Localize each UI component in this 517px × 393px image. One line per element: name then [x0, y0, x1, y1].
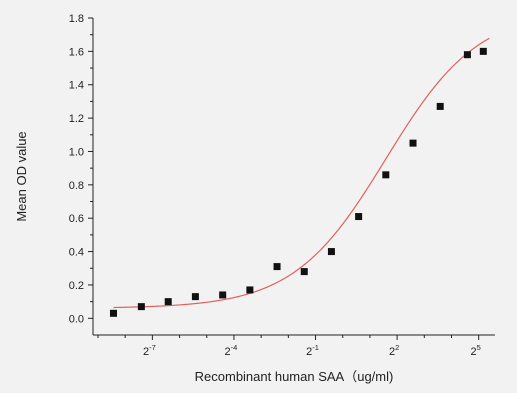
y-tick-label: 0.0 [69, 313, 84, 325]
data-point [246, 286, 254, 294]
data-point [327, 248, 335, 256]
data-point [164, 298, 172, 306]
data-point [300, 268, 308, 276]
x-axis-title: Recombinant human SAA（ug/ml) [195, 369, 394, 384]
y-tick-label: 1.2 [69, 113, 84, 125]
y-tick-label: 1.8 [69, 13, 84, 25]
x-tick-label: 2-1 [306, 343, 319, 358]
y-tick-label: 0.8 [69, 180, 84, 192]
data-point [436, 102, 444, 110]
y-axis-title: Mean OD value [14, 131, 29, 221]
y-tick-label: 1.4 [69, 80, 84, 92]
data-point [382, 171, 390, 179]
data-points [109, 47, 487, 317]
axes [92, 18, 495, 336]
fit-curve-group [113, 37, 490, 309]
y-tick-label: 1.0 [69, 146, 84, 158]
ticks: 0.0 0.2 0.4 0.6 0.8 1.0 1.2 1.4 1.6 1.8 2-7 2-4 2-1 2… [69, 13, 481, 358]
fit-curve [113, 37, 490, 309]
data-point [355, 213, 363, 221]
x-tick-label: 2-4 [225, 343, 238, 358]
y-tick-label: 0.6 [69, 213, 84, 225]
y-tick-label: 0.4 [69, 247, 84, 259]
data-point [109, 309, 117, 317]
x-tick-label: 2-7 [143, 343, 156, 358]
data-point [463, 51, 471, 59]
data-point [137, 303, 145, 311]
y-tick-label: 0.2 [69, 280, 84, 292]
data-point [409, 139, 417, 147]
x-tick-label: 22 [389, 343, 399, 358]
data-point [219, 291, 227, 299]
y-tick-label: 1.6 [69, 46, 84, 58]
data-point [191, 293, 199, 301]
data-point [479, 47, 487, 55]
data-point [273, 263, 281, 271]
x-tick-label: 25 [471, 343, 481, 358]
